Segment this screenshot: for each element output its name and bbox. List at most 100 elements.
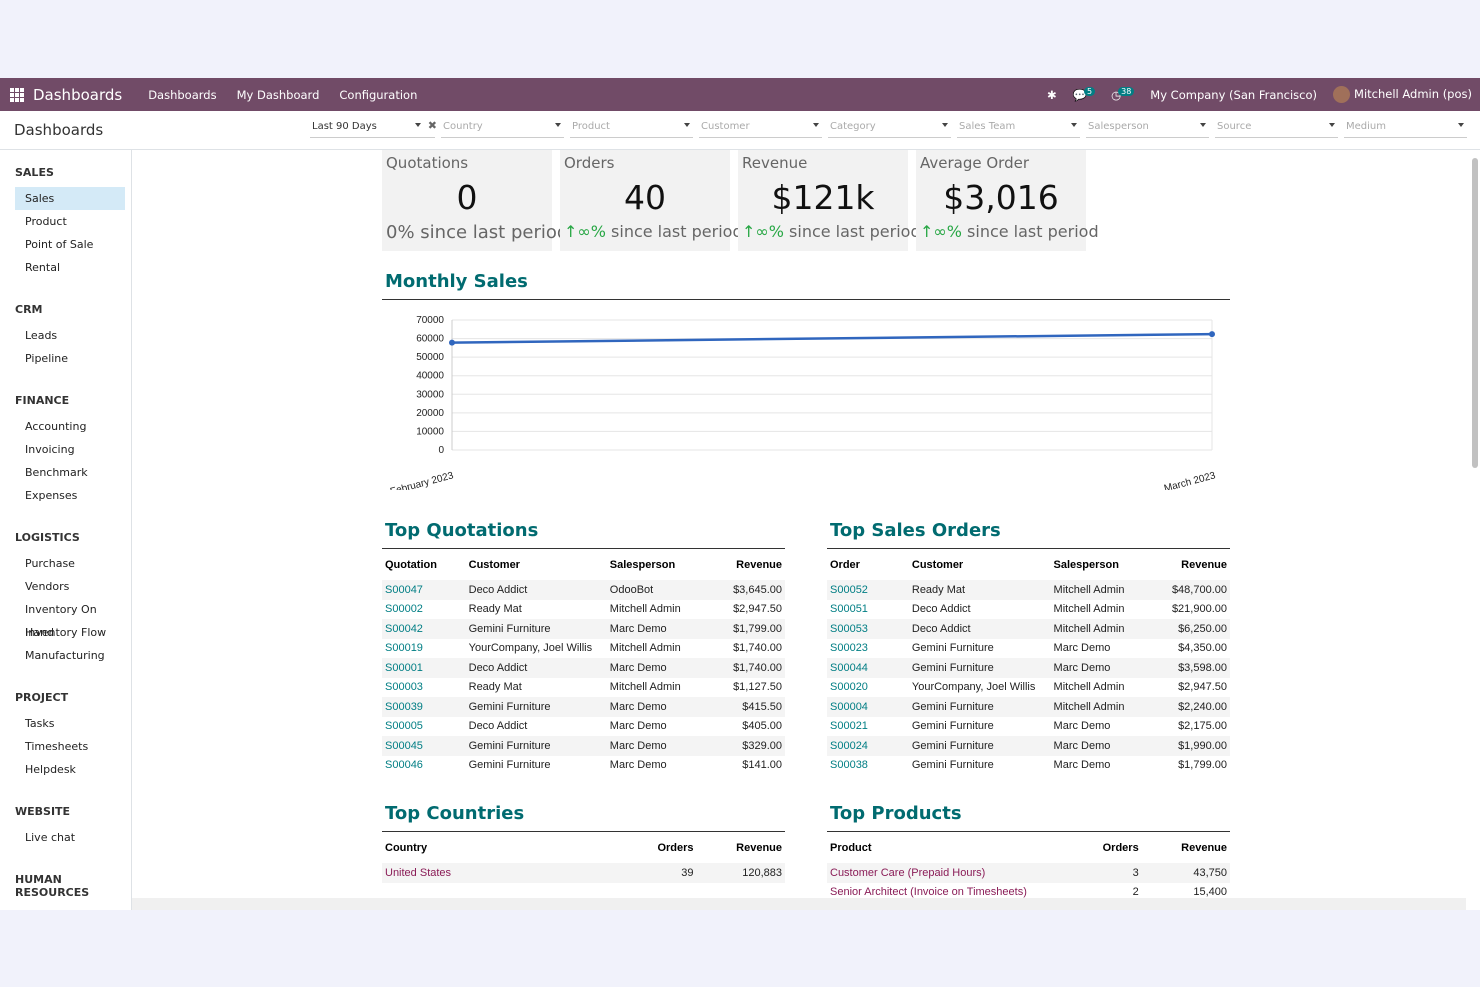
table-row[interactable]: United States 39 120,883 (382, 863, 785, 883)
sidebar-item-rental[interactable]: Rental (25, 261, 60, 274)
table-row[interactable]: S00053 Deco Addict Mitchell Admin $6,250.00 (827, 619, 1230, 639)
table-row[interactable]: S00046 Gemini Furniture Marc Demo $141.00 (382, 756, 785, 776)
table-row[interactable]: S00047 Deco Addict OdooBot $3,645.00 (382, 580, 785, 600)
column-header[interactable]: Product (830, 842, 872, 854)
record-link[interactable]: S00045 (385, 739, 423, 752)
record-link[interactable]: S00002 (385, 603, 423, 616)
menu-dashboards[interactable]: Dashboards (148, 87, 217, 102)
column-header[interactable]: Revenue (736, 559, 782, 571)
record-link[interactable]: S00019 (385, 642, 423, 655)
filter-source[interactable]: Source (1215, 119, 1338, 138)
sidebar-item-employees[interactable]: Employees (15, 907, 125, 910)
sidebar-item-product[interactable]: Product (25, 215, 67, 228)
record-link[interactable]: S00052 (830, 583, 868, 596)
record-link[interactable]: S00023 (830, 642, 868, 655)
bug-icon[interactable]: ✱ (1047, 87, 1057, 102)
column-header[interactable]: Salesperson (1053, 559, 1119, 571)
record-link[interactable]: S00044 (830, 661, 868, 674)
column-header[interactable]: Customer (911, 559, 964, 571)
menu-my-dashboard[interactable]: My Dashboard (236, 87, 320, 102)
sidebar-item-helpdesk[interactable]: Helpdesk (25, 763, 76, 776)
kpi-orders[interactable]: Orders 40 ↑∞% since last period (560, 150, 743, 251)
sidebar-item-leads[interactable]: Leads (25, 329, 58, 342)
filter-salesperson[interactable]: Salesperson (1086, 119, 1209, 138)
table-row[interactable]: S00042 Gemini Furniture Marc Demo $1,799.00 (382, 619, 785, 639)
table-row[interactable]: Senior Architect (Invoice on Timesheets)… (827, 883, 1230, 898)
table-row[interactable]: S00044 Gemini Furniture Marc Demo $3,598.00 (827, 658, 1230, 678)
record-link[interactable]: S00024 (830, 739, 868, 752)
record-link[interactable]: S00021 (830, 720, 868, 733)
column-header[interactable]: Orders (1102, 842, 1139, 854)
table-row[interactable]: S00024 Gemini Furniture Marc Demo $1,990.00 (827, 736, 1230, 756)
horizontal-scrollbar[interactable] (132, 898, 1466, 910)
sidebar-item-point-of-sale[interactable]: Point of Sale (25, 238, 94, 251)
sidebar-item-tasks[interactable]: Tasks (25, 717, 55, 730)
record-link[interactable]: S00003 (385, 681, 423, 694)
record-link[interactable]: Senior Architect (Invoice on Timesheets) (830, 886, 1027, 898)
sidebar-item-timesheets[interactable]: Timesheets (25, 740, 89, 753)
table-row[interactable]: S00004 Gemini Furniture Mitchell Admin $2,2… (827, 697, 1230, 717)
column-header[interactable]: Revenue (1181, 559, 1227, 571)
record-link[interactable]: S00004 (830, 700, 868, 713)
sidebar-item-expenses[interactable]: Expenses (25, 489, 78, 502)
sidebar-item-inventory-flow[interactable]: Inventory Flow (25, 626, 107, 639)
table-row[interactable]: S00003 Ready Mat Mitchell Admin $1,127.50 (382, 678, 785, 698)
sidebar-item-invoicing[interactable]: Invoicing (25, 443, 75, 456)
table-row[interactable]: S00002 Ready Mat Mitchell Admin $2,947.50 (382, 600, 785, 620)
record-link[interactable]: S00051 (830, 603, 868, 616)
filter-product[interactable]: Product (570, 119, 693, 138)
record-link[interactable]: S00042 (385, 622, 423, 635)
kpi-revenue[interactable]: Revenue $121k ↑∞% since last period (738, 150, 921, 251)
record-link[interactable]: S00046 (385, 759, 423, 772)
activity-button[interactable]: ◷38 (1111, 86, 1135, 102)
kpi-average-order[interactable]: Average Order $3,016 ↑∞% since last peri… (916, 150, 1099, 251)
sidebar-item-pipeline[interactable]: Pipeline (25, 352, 69, 365)
record-link[interactable]: S00053 (830, 622, 868, 635)
record-link[interactable]: S00005 (385, 720, 423, 733)
column-header[interactable]: Salesperson (609, 559, 676, 571)
date-filter[interactable]: Last 90 Days ✖ (310, 119, 437, 138)
table-row[interactable]: S00005 Deco Addict Marc Demo $405.00 (382, 717, 785, 737)
filter-country[interactable]: Country (441, 119, 564, 138)
table-row[interactable]: S00019 YourCompany, Joel Willis Mitchell A… (382, 639, 785, 659)
table-row[interactable]: S00020 YourCompany, Joel Willis Mitchell A… (827, 678, 1230, 698)
record-link[interactable]: S00001 (385, 661, 423, 674)
app-brand[interactable]: Dashboards (33, 85, 123, 104)
company-switcher[interactable]: My Company (San Francisco) (1150, 87, 1318, 102)
filter-customer[interactable]: Customer (699, 119, 822, 138)
column-header[interactable]: Order (830, 559, 860, 571)
apps-grid-icon[interactable] (10, 87, 24, 102)
sidebar-item-manufacturing[interactable]: Manufacturing (25, 649, 105, 662)
sidebar-item-sales[interactable]: Sales (15, 187, 125, 210)
column-header[interactable]: Country (385, 842, 428, 854)
table-row[interactable]: S00039 Gemini Furniture Marc Demo $415.50 (382, 697, 785, 717)
record-link[interactable]: United States (385, 866, 452, 879)
sidebar-item-benchmark[interactable]: Benchmark (25, 466, 88, 479)
record-link[interactable]: S00039 (385, 700, 423, 713)
sidebar-item-inventory-on-hand[interactable]: Inventory On Hand (25, 603, 97, 639)
clear-icon[interactable]: ✖ (427, 119, 437, 132)
record-link[interactable]: S00020 (830, 681, 868, 694)
table-row[interactable]: S00023 Gemini Furniture Marc Demo $4,350.00 (827, 639, 1230, 659)
table-row[interactable]: S00045 Gemini Furniture Marc Demo $329.00 (382, 736, 785, 756)
sidebar-item-vendors[interactable]: Vendors (25, 580, 70, 593)
column-header[interactable]: Revenue (1181, 842, 1227, 854)
table-row[interactable]: S00021 Gemini Furniture Marc Demo $2,175.00 (827, 717, 1230, 737)
filter-sales-team[interactable]: Sales Team (957, 119, 1080, 138)
chat-button[interactable]: 💬5 (1073, 86, 1096, 102)
filter-category[interactable]: Category (828, 119, 951, 138)
table-row[interactable]: S00051 Deco Addict Mitchell Admin $21,900.0… (827, 600, 1230, 620)
column-header[interactable]: Orders (657, 842, 694, 854)
column-header[interactable]: Customer (468, 559, 520, 571)
kpi-quotations[interactable]: Quotations 0 0% since last period (382, 150, 568, 251)
filter-medium[interactable]: Medium (1344, 119, 1467, 138)
table-row[interactable]: Customer Care (Prepaid Hours) 3 43,750 (827, 863, 1230, 883)
user-menu[interactable]: Mitchell Admin (pos) (1333, 86, 1472, 103)
column-header[interactable]: Revenue (736, 842, 782, 854)
sidebar-item-accounting[interactable]: Accounting (25, 420, 87, 433)
vertical-scrollbar[interactable] (1472, 158, 1478, 468)
sidebar-item-live-chat[interactable]: Live chat (25, 831, 76, 844)
record-link[interactable]: Customer Care (Prepaid Hours) (830, 866, 986, 879)
record-link[interactable]: S00038 (830, 759, 868, 772)
table-row[interactable]: S00001 Deco Addict Marc Demo $1,740.00 (382, 658, 785, 678)
